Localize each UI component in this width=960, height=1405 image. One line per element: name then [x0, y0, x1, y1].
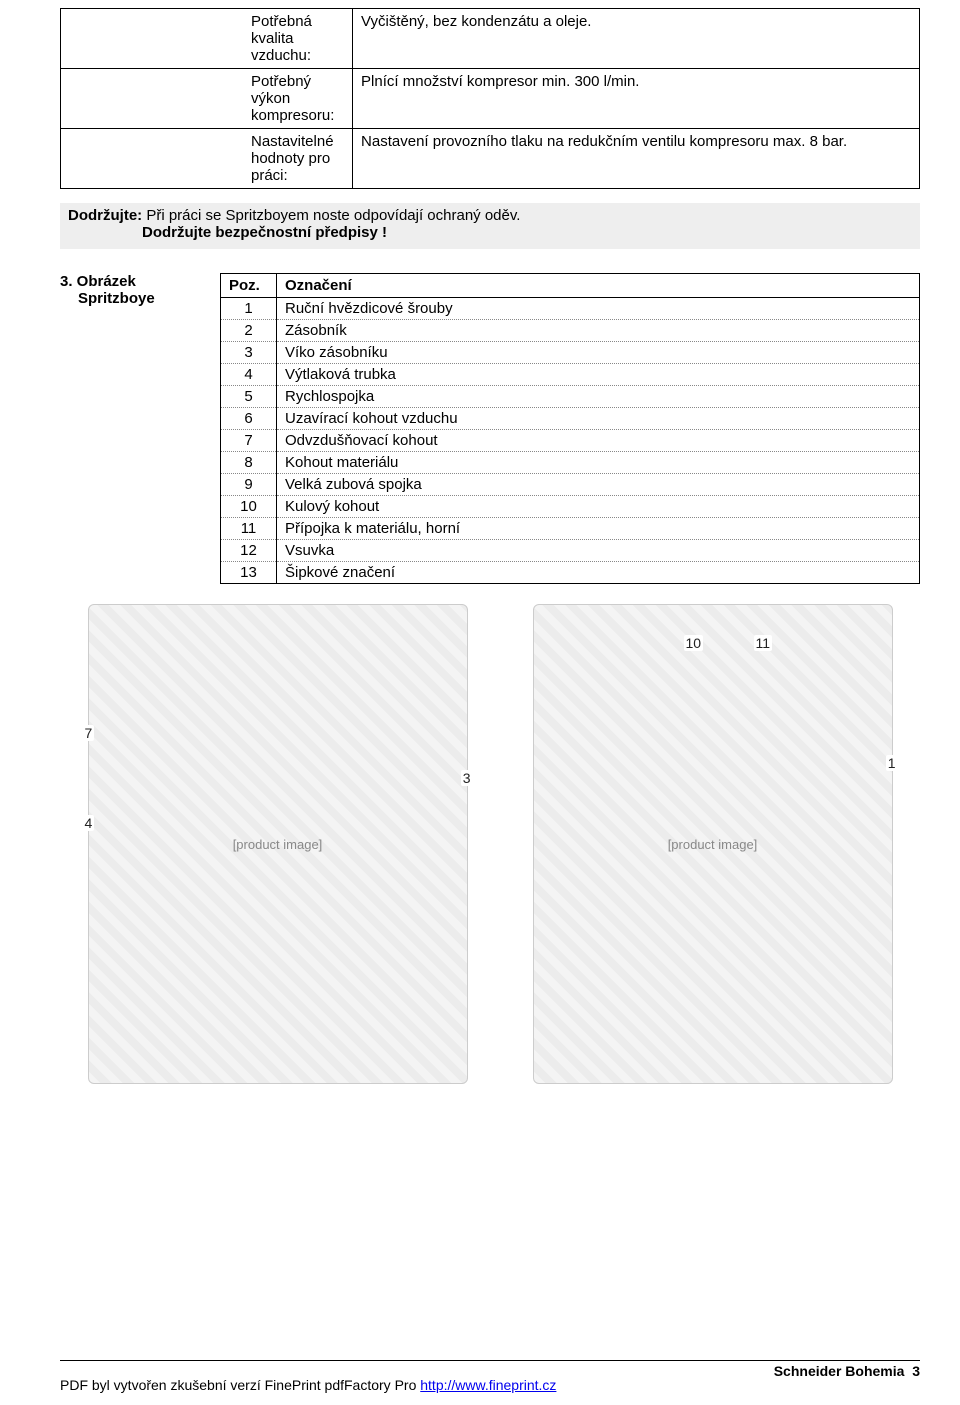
parts-name: Ruční hvězdicové šrouby — [277, 298, 920, 320]
callout-11: 11 — [754, 635, 773, 651]
parts-poz: 13 — [221, 562, 277, 584]
table-row: 3Víko zásobníku — [221, 342, 920, 364]
parts-name: Výtlaková trubka — [277, 364, 920, 386]
parts-header-name: Označení — [277, 274, 920, 298]
parts-poz: 7 — [221, 430, 277, 452]
footer-brand-text: Schneider Bohemia — [774, 1363, 905, 1379]
table-row: 5Rychlospojka — [221, 386, 920, 408]
table-row: 12Vsuvka — [221, 540, 920, 562]
parts-poz: 5 — [221, 386, 277, 408]
note-text-1: Při práci se Spritzboyem noste odpovídaj… — [142, 207, 520, 224]
footer-pdf-text: PDF byl vytvořen zkušební verzí FinePrin… — [60, 1377, 420, 1393]
callout-4: 4 — [83, 815, 95, 831]
parts-poz: 1 — [221, 298, 277, 320]
table-row: 4Výtlaková trubka — [221, 364, 920, 386]
parts-name: Šipkové značení — [277, 562, 920, 584]
table-row: 1Ruční hvězdicové šrouby — [221, 298, 920, 320]
section-number: 3. Obrázek — [60, 273, 136, 290]
spec-value: Vyčištěný, bez kondenzátu a oleje. — [353, 9, 920, 69]
parts-poz: 10 — [221, 496, 277, 518]
table-row: 11Přípojka k materiálu, horní — [221, 518, 920, 540]
parts-name: Vsuvka — [277, 540, 920, 562]
table-row: 9Velká zubová spojka — [221, 474, 920, 496]
callout-7: 7 — [83, 725, 95, 741]
note-prefix: Dodržujte: — [68, 207, 142, 224]
image-placeholder-text: [product image] — [233, 837, 323, 852]
spec-row: Potřebná kvalita vzduchu:Vyčištěný, bez … — [61, 9, 920, 69]
safety-note: Dodržujte: Při práci se Spritzboyem nost… — [60, 203, 920, 249]
spec-row: Potřebný výkon kompresoru:Plnící množstv… — [61, 69, 920, 129]
product-image-right: [product image] 10 11 1 — [533, 604, 893, 1084]
image-placeholder-text: [product image] — [668, 837, 758, 852]
parts-name: Kulový kohout — [277, 496, 920, 518]
table-row: 2Zásobník — [221, 320, 920, 342]
product-images: [product image] 7 4 3 [product image] 10… — [60, 604, 920, 1124]
table-row: 6Uzavírací kohout vzduchu — [221, 408, 920, 430]
spec-value: Nastavení provozního tlaku na redukčním … — [353, 129, 920, 189]
product-image-left: [product image] 7 4 3 — [88, 604, 468, 1084]
parts-name: Rychlospojka — [277, 386, 920, 408]
parts-table: Poz. Označení 1Ruční hvězdicové šrouby2Z… — [220, 273, 920, 584]
page-footer: Schneider Bohemia 3 PDF byl vytvořen zku… — [60, 1360, 920, 1393]
parts-name: Víko zásobníku — [277, 342, 920, 364]
parts-name: Přípojka k materiálu, horní — [277, 518, 920, 540]
parts-header-poz: Poz. — [221, 274, 277, 298]
spec-label: Potřebný výkon kompresoru: — [61, 69, 353, 129]
parts-poz: 12 — [221, 540, 277, 562]
parts-name: Odvzdušňovací kohout — [277, 430, 920, 452]
spec-label: Nastavitelné hodnoty pro práci: — [61, 129, 353, 189]
parts-name: Uzavírací kohout vzduchu — [277, 408, 920, 430]
parts-name: Zásobník — [277, 320, 920, 342]
spec-value: Plnící množství kompresor min. 300 l/min… — [353, 69, 920, 129]
parts-poz: 4 — [221, 364, 277, 386]
parts-poz: 6 — [221, 408, 277, 430]
callout-3: 3 — [461, 770, 473, 786]
parts-poz: 8 — [221, 452, 277, 474]
section-heading: 3. Obrázek Spritzboye — [60, 273, 190, 307]
spec-table: Potřebná kvalita vzduchu:Vyčištěný, bez … — [60, 8, 920, 189]
footer-pdf-note: PDF byl vytvořen zkušební verzí FinePrin… — [60, 1377, 920, 1393]
parts-name: Velká zubová spojka — [277, 474, 920, 496]
callout-1: 1 — [886, 755, 898, 771]
parts-poz: 2 — [221, 320, 277, 342]
section-subtitle: Spritzboye — [60, 290, 155, 307]
parts-poz: 9 — [221, 474, 277, 496]
footer-pdf-link[interactable]: http://www.fineprint.cz — [420, 1377, 556, 1393]
table-row: 8Kohout materiálu — [221, 452, 920, 474]
table-row: 10Kulový kohout — [221, 496, 920, 518]
spec-row: Nastavitelné hodnoty pro práci:Nastavení… — [61, 129, 920, 189]
footer-page-number: 3 — [912, 1363, 920, 1379]
spec-label: Potřebná kvalita vzduchu: — [61, 9, 353, 69]
parts-name: Kohout materiálu — [277, 452, 920, 474]
table-row: 7Odvzdušňovací kohout — [221, 430, 920, 452]
parts-poz: 3 — [221, 342, 277, 364]
parts-poz: 11 — [221, 518, 277, 540]
parts-section: 3. Obrázek Spritzboye Poz. Označení 1Ruč… — [60, 273, 920, 584]
footer-divider — [60, 1360, 920, 1361]
table-row: 13Šipkové značení — [221, 562, 920, 584]
callout-10: 10 — [684, 635, 704, 651]
note-text-2: Dodržujte bezpečnostní předpisy ! — [68, 224, 912, 241]
